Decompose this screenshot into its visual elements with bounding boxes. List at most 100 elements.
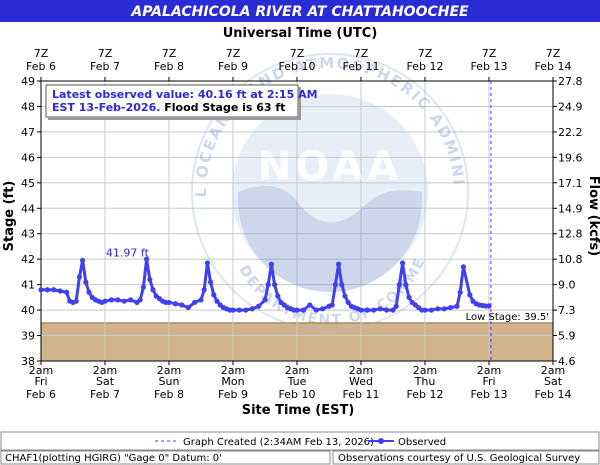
observed-point (441, 306, 447, 312)
top-axis-label: Universal Time (UTC) (223, 26, 378, 41)
observed-point (121, 298, 127, 304)
latest-value-box-frame (45, 84, 299, 118)
top-tick-date: Feb 10 (279, 60, 316, 73)
observed-point (51, 287, 57, 293)
observed-point (144, 256, 150, 262)
bottom-tick-date: Feb 8 (154, 388, 184, 401)
observed-point (236, 307, 242, 313)
observed-point (400, 260, 406, 266)
legend-observed-label: Observed (398, 437, 446, 448)
top-tick-date: Feb 14 (535, 60, 572, 73)
top-tick-hour: 7Z (290, 47, 305, 60)
legend: Graph Created (2:34AM Feb 13, 2026) Obse… (0, 431, 600, 451)
observed-point (336, 261, 342, 267)
observed-point (86, 289, 92, 295)
y2-tick-label: 22.2 (558, 126, 583, 139)
bottom-tick-day: Fri (482, 375, 495, 388)
legend-created-label: Graph Created (2:34AM Feb 13, 2026) (183, 437, 374, 448)
bottom-tick-day: Sat (96, 375, 115, 388)
top-tick-date: Feb 11 (343, 60, 380, 73)
observed-point (243, 307, 249, 313)
bottom-tick-time: 2am (541, 364, 565, 377)
top-tick-hour: 7Z (34, 47, 49, 60)
observed-point (256, 303, 262, 309)
seagull-icon (238, 185, 422, 292)
top-tick-hour: 7Z (354, 47, 369, 60)
bottom-tick-date: Feb 10 (279, 388, 316, 401)
observed-point (268, 261, 274, 267)
observed-point (393, 303, 399, 309)
bottom-tick-date: Feb 9 (218, 388, 248, 401)
bottom-tick-date: Feb 12 (407, 388, 444, 401)
observed-point (377, 306, 383, 312)
observed-point (320, 306, 326, 312)
observed-point (192, 299, 198, 306)
observed-point (76, 274, 82, 280)
y2-tick-label: 27.8 (558, 75, 583, 88)
observed-point (448, 304, 454, 311)
legend-observed-marker (378, 438, 384, 444)
bottom-axis-label: Site Time (EST) (242, 403, 355, 418)
seal-outer-ring (191, 53, 469, 331)
observed-point (313, 307, 319, 313)
flood-stage-text: Flood Stage is 63 ft (160, 101, 285, 114)
observed-point (390, 307, 396, 313)
y-tick-label: 39 (21, 330, 35, 343)
top-tick-hour: 7Z (546, 47, 561, 60)
observed-point (166, 299, 172, 306)
observed-point (147, 276, 153, 283)
bottom-tick-date: Feb 11 (343, 388, 380, 401)
bottom-tick-date: Feb 14 (535, 388, 572, 401)
latest-value-box-shadow (48, 117, 300, 120)
observed-point (384, 307, 390, 313)
observed-point (300, 307, 306, 313)
observed-point (358, 307, 364, 313)
bottom-tick-time: 2am (285, 364, 309, 377)
bottom-tick-date: Feb 13 (471, 388, 508, 401)
observed-point (108, 297, 114, 303)
observed-point (198, 297, 204, 303)
observed-point (467, 292, 473, 298)
observed-point (339, 282, 345, 288)
y2-tick-label: 19.6 (558, 151, 583, 164)
observed-point (457, 289, 463, 295)
y2-axis-label: Flow (kcfs) (586, 176, 600, 256)
y2-tick-label: 5.9 (558, 330, 576, 343)
observed-point (294, 307, 300, 313)
bottom-tick-date: Feb 6 (26, 388, 56, 401)
observed-point (64, 289, 70, 295)
bottom-tick-day: Tue (287, 375, 307, 388)
bottom-tick-day: Thu (414, 375, 436, 388)
title-bar (0, 0, 600, 22)
observed-point (201, 287, 207, 293)
observed-point (262, 297, 268, 303)
observed-point (73, 298, 79, 304)
observed-point (422, 307, 428, 313)
peak-annotation: 41.97 ft (106, 247, 150, 260)
top-tick-hour: 7Z (226, 47, 241, 60)
observed-point (57, 288, 63, 294)
noaa-logo-text: NOAA (258, 144, 402, 190)
observed-point (460, 264, 466, 270)
y2-tick-label: 10.8 (558, 253, 583, 266)
observed-point (329, 302, 335, 308)
seal-inner-disc (232, 94, 428, 290)
bottom-tick-day: Sat (544, 375, 563, 388)
observed-point (403, 282, 409, 288)
observed-point (406, 294, 412, 300)
top-tick-hour: 7Z (98, 47, 113, 60)
latest-value-line2: EST 13-Feb-2026. Flood Stage is 63 ft (52, 101, 285, 114)
bottom-tick-time: 2am (93, 364, 117, 377)
observed-point (230, 307, 236, 313)
observed-point (435, 306, 441, 312)
observed-point (364, 307, 370, 313)
observed-point (208, 279, 214, 285)
top-tick-hour: 7Z (162, 47, 177, 60)
y-tick-label: 41 (21, 279, 35, 292)
bottom-tick-time: 2am (157, 364, 181, 377)
observed-point (137, 297, 143, 303)
observed-point (115, 297, 121, 303)
observed-point (102, 298, 108, 304)
footer-datum-text: CHAF1(plotting HGIRG) "Gage 0" Datum: 0' (5, 453, 222, 464)
y-tick-label: 47 (21, 126, 35, 139)
